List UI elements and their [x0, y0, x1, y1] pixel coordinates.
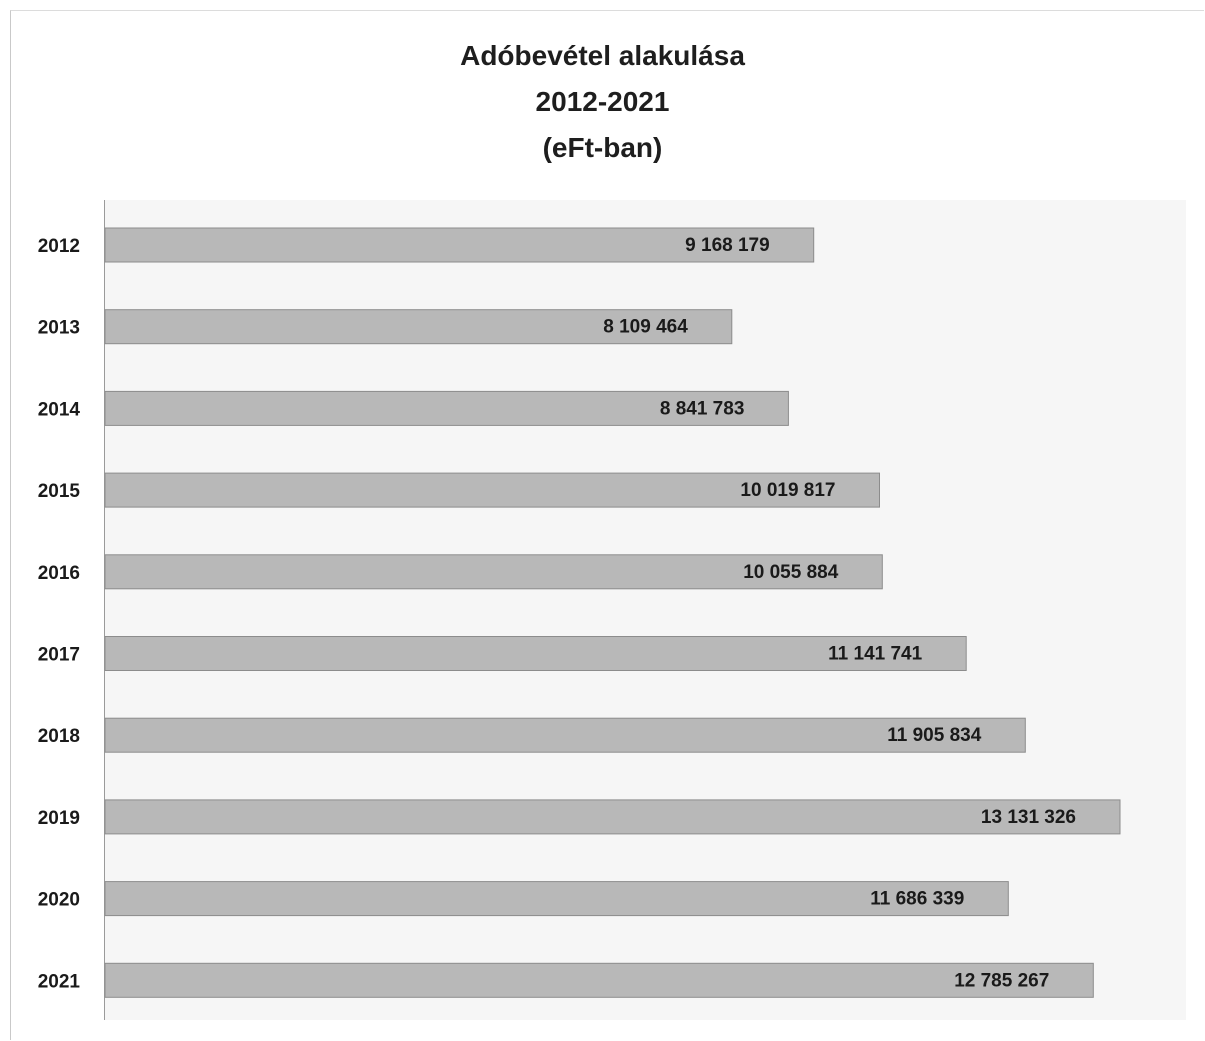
value-label-2013: 8 109 464 [603, 317, 688, 338]
bar-2014 [104, 390, 789, 426]
category-axis-line [104, 200, 105, 1020]
value-label-2021: 12 785 267 [954, 970, 1049, 991]
category-label-2016: 2016 [38, 563, 80, 584]
value-label-2019: 13 131 326 [981, 807, 1076, 828]
bar-2019 [104, 799, 1121, 835]
category-label-2015: 2015 [38, 481, 81, 502]
bar-2012 [104, 227, 815, 263]
category-label-2020: 2020 [38, 890, 80, 911]
value-label-2016: 10 055 884 [743, 562, 839, 583]
category-label-2018: 2018 [38, 726, 80, 747]
category-label-2017: 2017 [38, 645, 80, 666]
category-label-2021: 2021 [38, 971, 81, 992]
bar-2018 [104, 717, 1026, 753]
value-label-2020: 11 686 339 [870, 889, 964, 910]
chart-subtitle-unit: (eFt-ban) [542, 132, 663, 163]
chart-title: Adóbevétel alakulása [460, 40, 745, 71]
category-label-2012: 2012 [38, 236, 80, 257]
category-label-2013: 2013 [38, 318, 80, 339]
category-label-2019: 2019 [38, 808, 80, 829]
value-label-2018: 11 905 834 [887, 725, 981, 746]
bar-2013 [104, 309, 733, 345]
value-label-2015: 10 019 817 [740, 480, 835, 501]
chart-subtitle-years: 2012-2021 [535, 86, 670, 117]
bar-2017 [104, 636, 967, 671]
bar-2021 [104, 962, 1094, 998]
bar-2015 [104, 472, 880, 508]
bar-2020 [104, 881, 1009, 917]
value-label-2017: 11 141 741 [828, 644, 922, 665]
bar-2016 [104, 554, 883, 590]
value-label-2014: 8 841 783 [660, 398, 745, 419]
category-label-2014: 2014 [38, 399, 81, 420]
value-label-2012: 9 168 179 [685, 235, 770, 256]
